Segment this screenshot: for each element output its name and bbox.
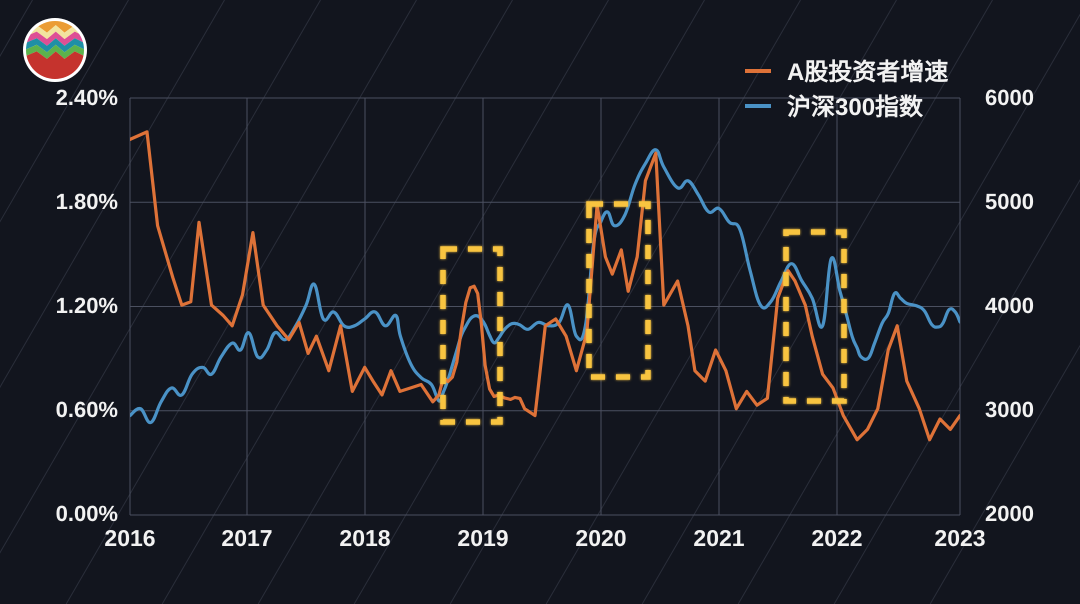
svg-text:2017: 2017 bbox=[221, 525, 272, 551]
svg-text:2016: 2016 bbox=[104, 525, 155, 551]
svg-text:2.40%: 2.40% bbox=[56, 85, 118, 110]
svg-text:2020: 2020 bbox=[575, 525, 626, 551]
svg-text:1.20%: 1.20% bbox=[56, 293, 118, 318]
svg-text:3000: 3000 bbox=[985, 397, 1034, 422]
svg-text:沪深300指数: 沪深300指数 bbox=[787, 94, 924, 121]
svg-text:2019: 2019 bbox=[457, 525, 508, 551]
svg-text:2023: 2023 bbox=[934, 525, 985, 551]
svg-text:2000: 2000 bbox=[985, 501, 1034, 526]
svg-text:0.00%: 0.00% bbox=[56, 501, 118, 526]
svg-text:2022: 2022 bbox=[811, 525, 862, 551]
svg-text:2021: 2021 bbox=[693, 525, 744, 551]
svg-text:0.60%: 0.60% bbox=[56, 397, 118, 422]
svg-text:2018: 2018 bbox=[339, 525, 390, 551]
svg-text:A股投资者增速: A股投资者增速 bbox=[787, 59, 948, 86]
svg-text:5000: 5000 bbox=[985, 189, 1034, 214]
svg-text:1.80%: 1.80% bbox=[56, 189, 118, 214]
svg-text:4000: 4000 bbox=[985, 293, 1034, 318]
svg-text:6000: 6000 bbox=[985, 85, 1034, 110]
